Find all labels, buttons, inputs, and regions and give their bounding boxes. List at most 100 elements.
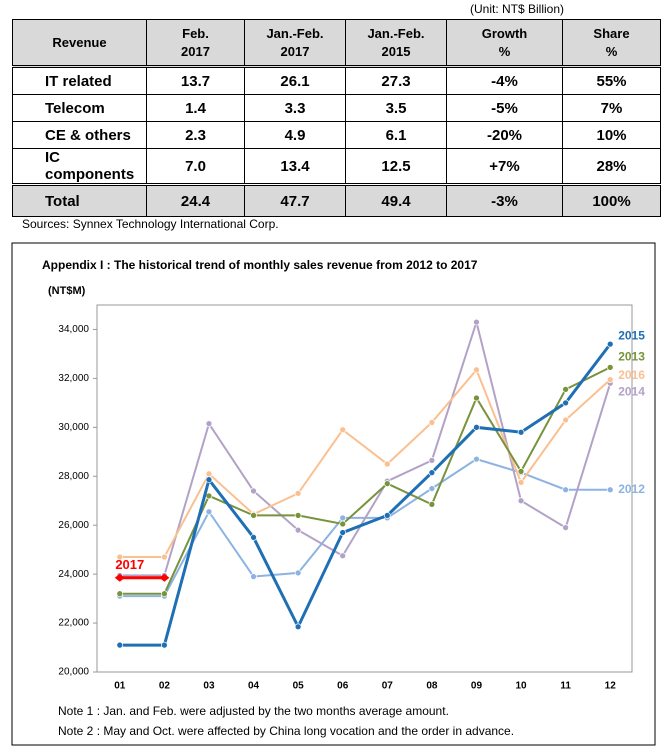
cell: 10% <box>562 121 661 149</box>
header-text: 2015 <box>381 43 411 59</box>
marker <box>161 592 168 600</box>
cell: 47.7 <box>244 183 346 217</box>
cell: Total <box>12 183 147 217</box>
y-tick-label: 20,000 <box>58 667 89 678</box>
cell: 55% <box>562 66 661 95</box>
marker <box>517 469 525 476</box>
cell: 1.4 <box>146 94 245 122</box>
marker <box>473 394 480 402</box>
series-label: 2014 <box>618 384 645 398</box>
marker <box>473 423 480 431</box>
revenue-table: Revenue Feb. 2017 Jan.-Feb. 2017 Jan.-Feb. 201… <box>12 19 661 217</box>
header-text: Feb. <box>182 25 209 41</box>
marker <box>294 490 302 497</box>
marker <box>517 468 525 475</box>
marker <box>517 428 525 436</box>
header-text: Jan.-Feb. <box>266 25 324 41</box>
series-line <box>119 458 611 598</box>
cell: -5% <box>446 94 563 122</box>
series-label: 2015 <box>618 328 645 342</box>
cell: +7% <box>446 148 563 185</box>
series-label: 2017 <box>115 557 144 572</box>
cell: 7.0 <box>146 148 245 185</box>
marker <box>606 376 614 383</box>
cell: 12.5 <box>345 148 447 185</box>
header-text: % <box>498 43 511 59</box>
marker <box>562 524 569 531</box>
cell: 100% <box>562 183 661 217</box>
header-text: Revenue <box>52 34 107 50</box>
chart-title: Appendix I : The historical trend of mon… <box>42 258 478 272</box>
cell: IC components <box>12 148 147 185</box>
marker <box>294 569 302 577</box>
note: Note 2 : May and Oct. were affected by C… <box>58 724 514 738</box>
header-cell: Feb. 2017 <box>146 19 245 67</box>
series-line <box>119 343 612 647</box>
marker <box>116 641 124 649</box>
marker <box>606 379 614 387</box>
x-tick-label: 01 <box>114 681 126 692</box>
x-tick-label: 10 <box>515 681 527 692</box>
marker <box>250 534 257 541</box>
series-line <box>119 367 611 559</box>
cell: 13.4 <box>244 148 346 185</box>
marker <box>250 573 257 580</box>
x-tick-label: 05 <box>293 681 305 692</box>
cell: 4.9 <box>244 121 346 149</box>
marker <box>116 590 124 598</box>
data-row: IT related 13.7 26.1 27.3 -4% 55% <box>12 66 661 95</box>
marker <box>562 386 569 393</box>
header-cell: Revenue <box>12 19 147 67</box>
header-text: Jan.-Feb. <box>367 25 425 41</box>
header-cell: Growth% <box>446 19 563 67</box>
header-text: 2017 <box>280 43 310 59</box>
series-line <box>119 318 612 577</box>
marker <box>562 486 569 494</box>
marker <box>562 399 569 407</box>
note: Note 1 : Jan. and Feb. were adjusted by … <box>58 704 449 718</box>
header-text: % <box>605 43 618 59</box>
x-tick-label: 03 <box>203 681 215 692</box>
x-tick-label: 11 <box>560 681 571 692</box>
marker <box>161 572 168 579</box>
header-text: 2017 <box>181 43 210 59</box>
y-tick-label: 30,000 <box>58 422 89 433</box>
cell: 3.3 <box>244 94 346 122</box>
marker <box>116 553 124 561</box>
cell: -20% <box>446 121 563 149</box>
cell: Telecom <box>12 94 147 122</box>
marker <box>205 508 213 516</box>
sources: Sources: Synnex Technology International… <box>22 217 279 231</box>
y-tick-label: 26,000 <box>58 520 89 531</box>
cell: 13.7 <box>146 66 245 95</box>
marker <box>383 460 391 468</box>
series-label: 2016 <box>618 368 645 382</box>
data-row: IC components 7.0 13.4 12.5 +7% 28% <box>12 148 661 185</box>
plot-area <box>96 304 633 673</box>
cell: 49.4 <box>345 183 447 217</box>
marker <box>205 470 213 478</box>
header-row: Revenue Feb. 2017 Jan.-Feb. 2017 Jan.-Feb. 201… <box>12 19 661 67</box>
cell: -3% <box>446 183 563 217</box>
x-tick-label: 06 <box>337 681 349 692</box>
cell: 28% <box>562 148 661 185</box>
marker <box>250 487 257 495</box>
cell: 24.4 <box>146 183 245 217</box>
marker <box>383 477 391 485</box>
series-label: 2013 <box>618 350 645 364</box>
marker <box>161 590 168 598</box>
x-tick-label: 08 <box>426 681 438 692</box>
cell: 7% <box>562 94 661 122</box>
y-tick-label: 24,000 <box>58 569 89 580</box>
marker <box>294 623 302 631</box>
marker <box>250 512 257 519</box>
x-tick-label: 07 <box>382 681 394 692</box>
marker <box>428 419 436 426</box>
cell: 6.1 <box>345 121 447 149</box>
series-line <box>119 366 611 595</box>
marker <box>606 364 614 371</box>
unit-note: (Unit: NT$ Billion) <box>470 2 565 16</box>
marker <box>159 573 170 582</box>
header-cell: Jan.-Feb. 2015 <box>345 19 447 67</box>
marker <box>473 366 480 374</box>
